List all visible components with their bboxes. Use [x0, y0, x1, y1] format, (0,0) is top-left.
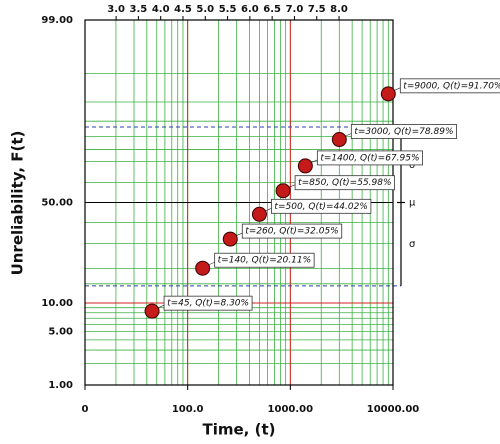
- top-tick-label: 4.5: [174, 4, 192, 15]
- x-tick-label: 0: [82, 404, 89, 415]
- x-tick-label: 100.0: [172, 404, 204, 415]
- data-label: t=140, Q(t)=20.11%: [218, 256, 311, 266]
- label-box: [214, 252, 315, 268]
- top-tick-label: 7.0: [286, 4, 304, 15]
- label-box: [350, 124, 457, 139]
- data-point: [144, 303, 160, 319]
- label-box: [271, 198, 372, 214]
- data-label: t=45, Q(t)=8.30%: [167, 299, 249, 309]
- data-label: t=850, Q(t)=55.98%: [298, 178, 391, 188]
- data-label: t=500, Q(t)=44.02%: [274, 202, 367, 212]
- data-label: t=9000, Q(t)=91.70%: [403, 81, 500, 91]
- top-tick-label: 5.5: [219, 4, 237, 15]
- label-box: [316, 150, 423, 166]
- top-tick-label: 8.0: [330, 4, 348, 15]
- x-axis-title: Time, (t): [203, 421, 276, 439]
- y-tick-label: 99.00: [41, 15, 73, 26]
- top-tick-label: 3.0: [107, 4, 125, 15]
- data-label: t=260, Q(t)=32.05%: [245, 227, 338, 237]
- label-box: [399, 78, 500, 94]
- y-tick-label: 50.00: [41, 198, 73, 209]
- label-box: [294, 175, 395, 191]
- data-point: [297, 158, 313, 174]
- top-tick-label: 6.0: [241, 4, 259, 15]
- label-box: [241, 223, 343, 239]
- data-point: [195, 260, 211, 276]
- data-point: [331, 132, 347, 148]
- top-tick-label: 5.0: [196, 4, 214, 15]
- data-point: [275, 183, 291, 199]
- top-tick-label: 4.0: [152, 4, 170, 15]
- x-tick-label: 1000.00: [268, 404, 314, 415]
- data-point: [222, 231, 238, 247]
- label-box: [163, 295, 253, 311]
- annotation: μ: [409, 198, 416, 209]
- annotation: σ: [409, 239, 416, 250]
- y-tick-label: 10.00: [41, 298, 73, 309]
- data-point: [380, 86, 396, 102]
- y-tick-label: 5.00: [48, 327, 73, 338]
- data-point: [251, 206, 267, 222]
- data-label: t=1400, Q(t)=67.95%: [320, 153, 419, 163]
- top-tick-label: 3.5: [130, 4, 148, 15]
- y-axis-title: Unreliability, F(t): [9, 131, 27, 276]
- data-label: t=3000, Q(t)=78.89%: [354, 127, 453, 137]
- top-tick-label: 6.5: [263, 4, 281, 15]
- y-tick-label: 1.00: [48, 380, 73, 391]
- x-tick-label: 10000.00: [367, 404, 420, 415]
- top-tick-label: 7.5: [308, 4, 326, 15]
- plot-frame: [84, 19, 394, 386]
